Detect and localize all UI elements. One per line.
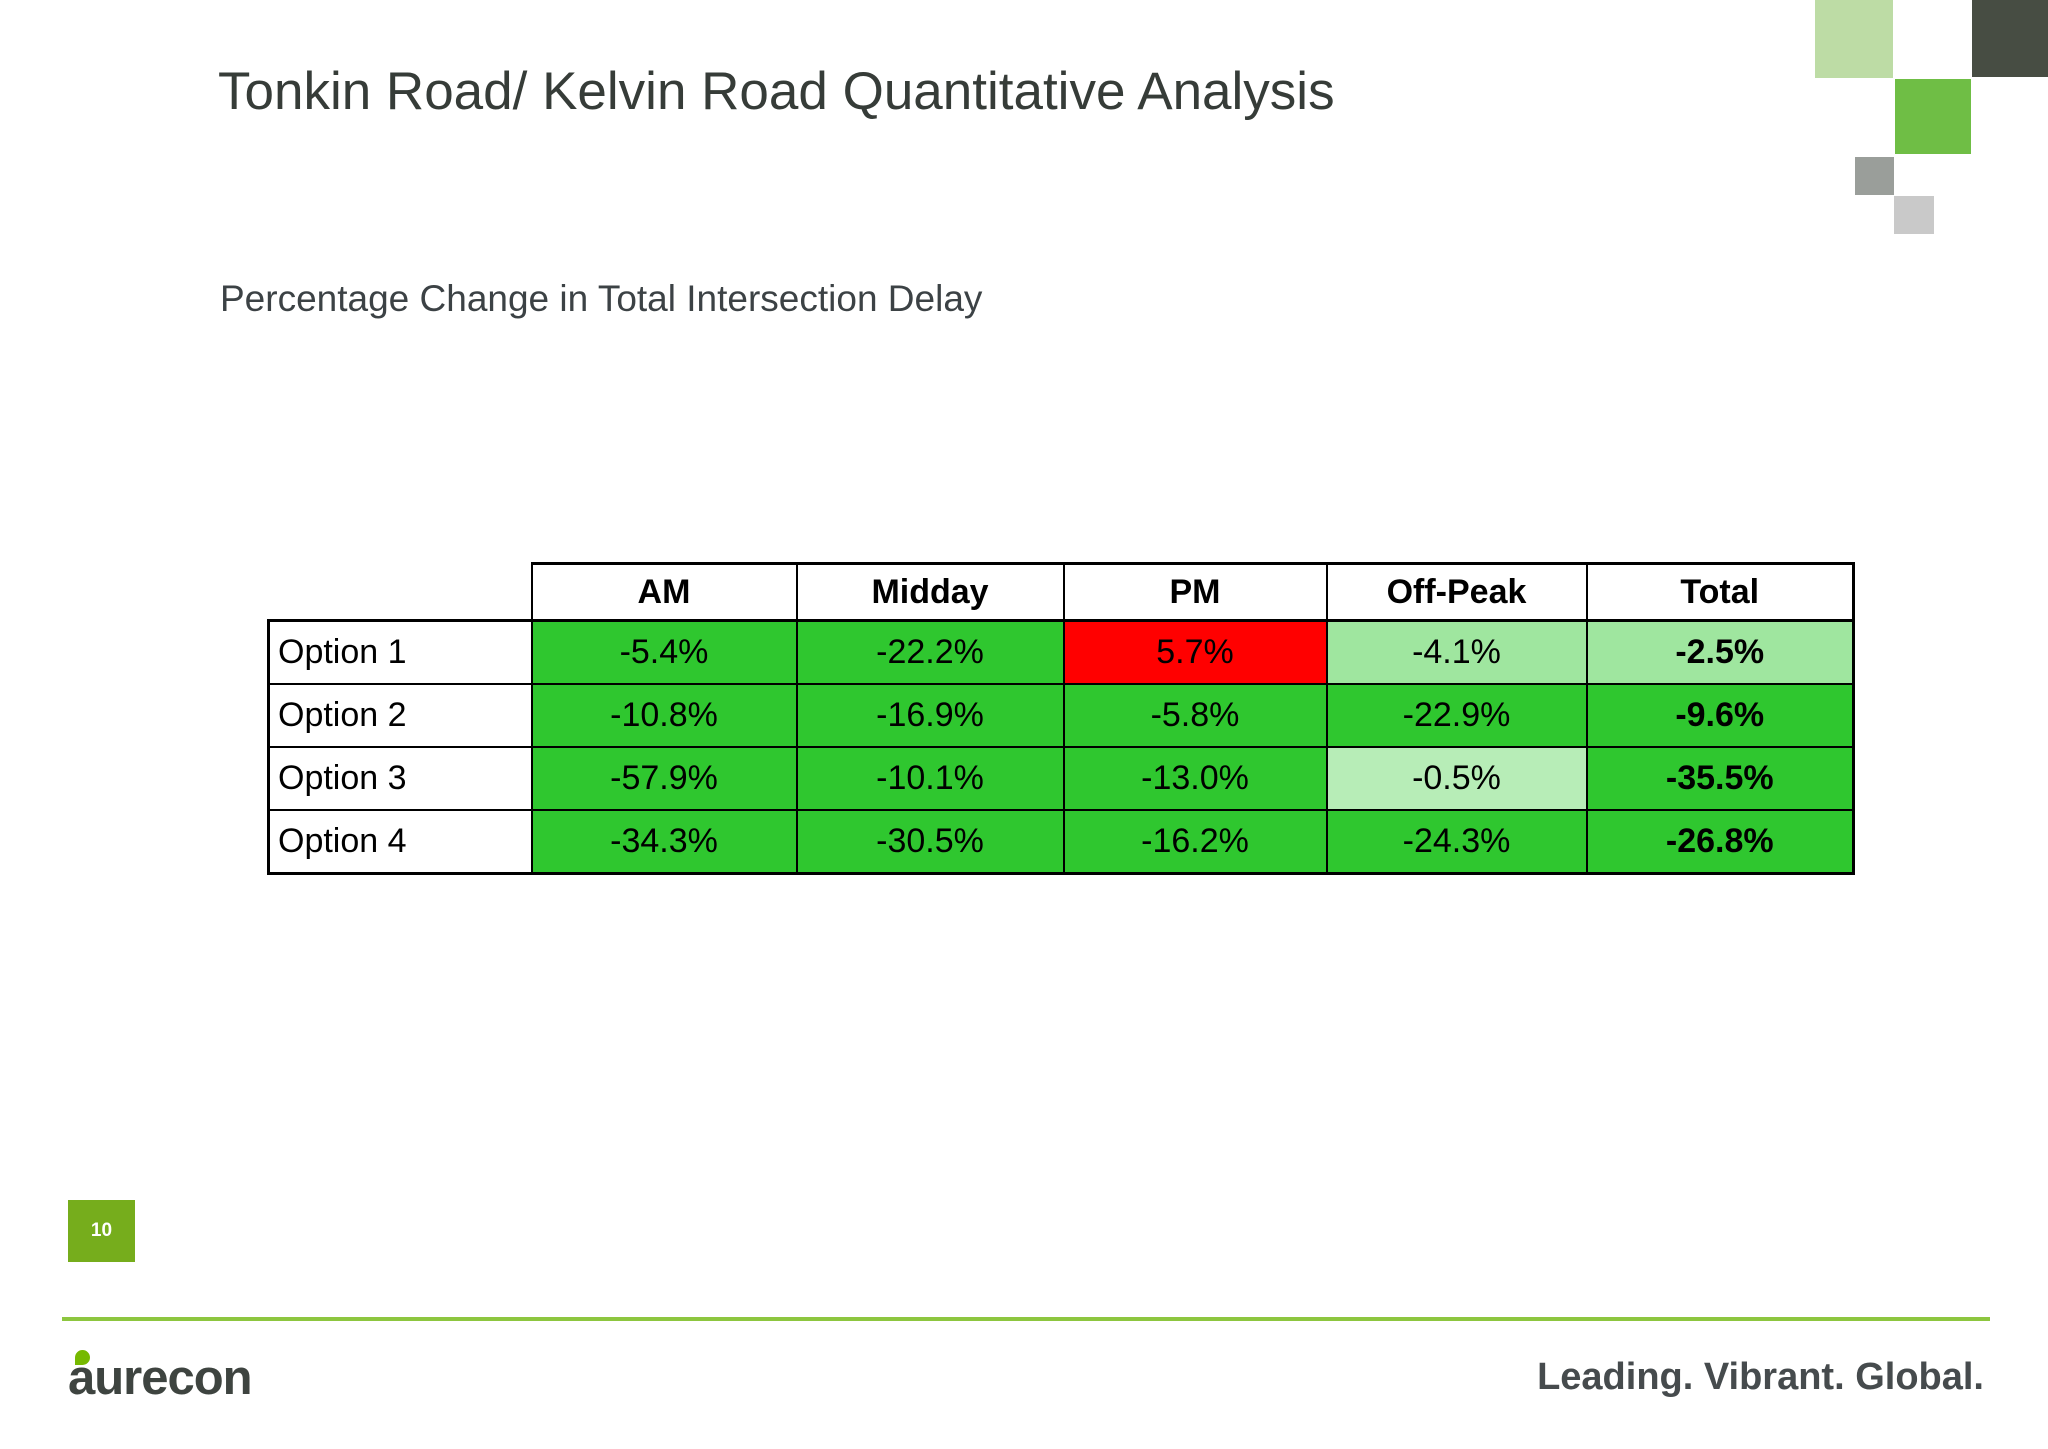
delay-table-container: AM Midday PM Off-Peak Total Option 1 -5.…: [267, 562, 1855, 875]
table-cell: -10.8%: [530, 683, 798, 748]
column-header-midday: Midday: [795, 562, 1065, 622]
decor-square-light-green: [1815, 0, 1893, 78]
column-header-am: AM: [530, 562, 798, 622]
table-cell: -26.8%: [1585, 809, 1855, 875]
table-cell: -10.1%: [795, 746, 1065, 811]
column-header-off-peak: Off-Peak: [1325, 562, 1588, 622]
table-cell: -2.5%: [1585, 619, 1855, 685]
table-cell: -0.5%: [1325, 746, 1588, 811]
table-cell: 5.7%: [1062, 619, 1328, 685]
row-label-option-1: Option 1: [267, 619, 533, 685]
table-row: Option 4 -34.3% -30.5% -16.2% -24.3% -26…: [267, 809, 1855, 875]
aurecon-logo: aurecon: [66, 1344, 326, 1414]
table-cell: -4.1%: [1325, 619, 1588, 685]
table-cell: -22.9%: [1325, 683, 1588, 748]
decor-square-mid-green: [1895, 79, 1971, 154]
table-cell: -5.8%: [1062, 683, 1328, 748]
table-cell: -30.5%: [795, 809, 1065, 875]
footer-divider: [62, 1317, 1990, 1321]
blank-header-cell: [269, 564, 532, 621]
table-row: Option 2 -10.8% -16.9% -5.8% -22.9% -9.6…: [267, 683, 1855, 748]
delay-table: AM Midday PM Off-Peak Total Option 1 -5.…: [267, 562, 1855, 875]
decor-square-dark: [1972, 0, 2048, 77]
column-header-total: Total: [1585, 562, 1855, 622]
logo-leaf-icon: [75, 1350, 90, 1365]
table-cell: -24.3%: [1325, 809, 1588, 875]
table-cell: -9.6%: [1585, 683, 1855, 748]
table-row: Option 3 -57.9% -10.1% -13.0% -0.5% -35.…: [267, 746, 1855, 811]
footer-tagline: Leading. Vibrant. Global.: [1537, 1356, 1984, 1398]
table-caption: Percentage Change in Total Intersection …: [220, 278, 983, 319]
header-row: AM Midday PM Off-Peak Total: [269, 562, 1855, 622]
table-cell: -22.2%: [795, 619, 1065, 685]
table-cell: -35.5%: [1585, 746, 1855, 811]
decor-square-gray: [1855, 157, 1894, 195]
table-cell: -16.9%: [795, 683, 1065, 748]
row-label-option-4: Option 4: [267, 809, 533, 875]
logo-text: aurecon: [68, 1351, 253, 1405]
table-cell: -5.4%: [530, 619, 798, 685]
row-label-option-2: Option 2: [267, 683, 533, 748]
page-title: Tonkin Road/ Kelvin Road Quantitative An…: [218, 62, 1335, 121]
table-cell: -57.9%: [530, 746, 798, 811]
decor-square-light-gray: [1894, 196, 1934, 234]
table-cell: -13.0%: [1062, 746, 1328, 811]
row-label-option-3: Option 3: [267, 746, 533, 811]
table-row: Option 1 -5.4% -22.2% 5.7% -4.1% -2.5%: [267, 619, 1855, 685]
table-cell: -16.2%: [1062, 809, 1328, 875]
page-number-badge: 10: [68, 1200, 135, 1262]
table-cell: -34.3%: [530, 809, 798, 875]
column-header-pm: PM: [1062, 562, 1328, 622]
